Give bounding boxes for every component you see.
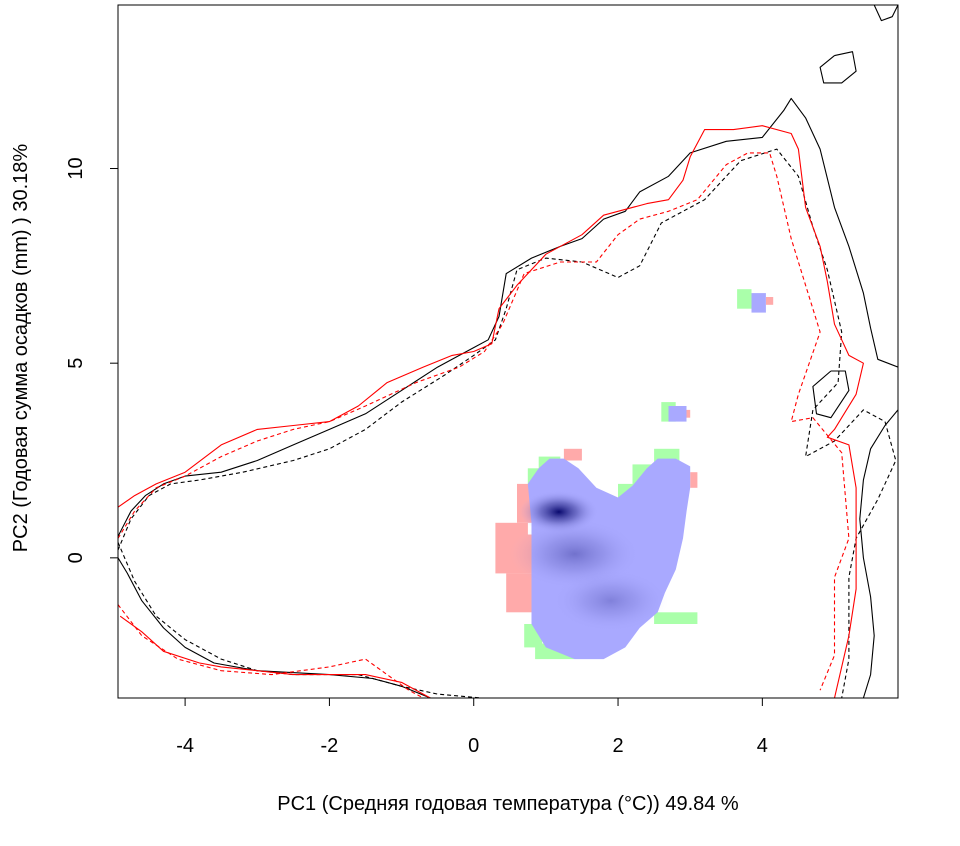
contour-line-black-solid-5: [873, 5, 898, 22]
y-tick-label: 0: [65, 552, 87, 563]
x-tick-label: -4: [176, 735, 194, 757]
raster-block-first-only-2: [506, 573, 532, 613]
x-tick-label: 2: [612, 735, 623, 757]
raster-block-first-only-0: [495, 522, 528, 535]
raster-block-overlap-19: [751, 293, 766, 313]
contour-line-red-dashed-11: [118, 604, 424, 698]
raster-block-second-only-14: [737, 289, 752, 309]
y-axis-label: PC2 (Годовая сумма осадков (mm) ) 30.18%: [10, 144, 32, 553]
raster-block-first-only-4: [563, 448, 582, 461]
density-peak-2: [553, 569, 669, 632]
raster-block-first-only-16: [766, 297, 774, 305]
raster-block-first-only-15: [683, 409, 691, 418]
contour-line-black-solid-3: [812, 370, 850, 419]
y-tick-label: 10: [65, 157, 87, 179]
raster-block-first-only-17: [690, 472, 698, 488]
x-axis: -4 -2 0 2 4: [176, 697, 768, 757]
contour-line-black-solid-4: [819, 51, 857, 84]
contour-line-red-solid-8: [118, 125, 864, 698]
y-axis: 0 5 10: [65, 157, 119, 563]
raster-block-second-only-12: [654, 612, 698, 624]
overlap-density: [509, 490, 669, 632]
y-tick-label: 5: [65, 358, 87, 369]
contour-line-black-solid-2: [859, 409, 898, 698]
raster-block-overlap-18: [668, 406, 687, 422]
x-axis-label: PC1 (Средняя годовая температура (°C)) 4…: [277, 793, 739, 815]
contour-line-black-dashed-6: [118, 148, 897, 698]
contour-line-red-dashed-10: [118, 152, 850, 691]
contour-line-red-solid-9: [119, 615, 431, 698]
x-tick-label: 0: [468, 735, 479, 757]
niche-contours: [118, 5, 898, 698]
x-tick-label: 4: [757, 735, 768, 757]
x-tick-label: -2: [321, 735, 339, 757]
